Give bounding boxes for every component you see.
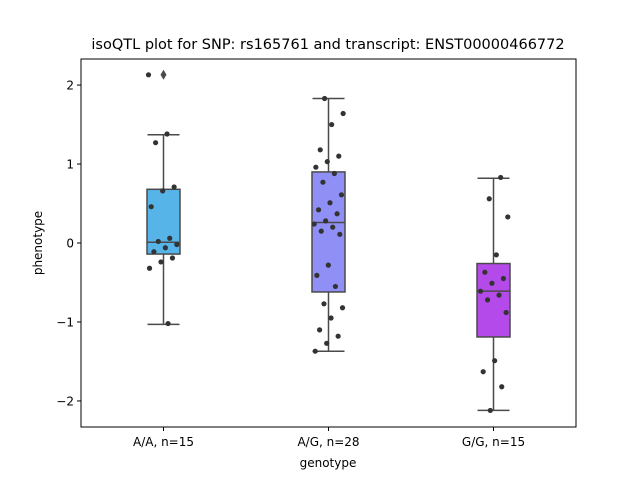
data-point [167,235,173,241]
data-point [160,188,166,194]
data-point [155,238,161,245]
data-point [487,407,493,414]
data-point [337,231,343,237]
data-point [316,327,323,333]
data-point [317,147,323,153]
data-point [498,174,504,181]
data-point [330,224,336,230]
y-tick-label: 0 [66,237,74,251]
data-point [318,228,324,234]
box-series [146,69,511,412]
data-point [148,204,154,210]
data-point [324,340,330,346]
chart-title: isoQTL plot for SNP: rs165761 and transc… [91,37,564,53]
data-point [328,315,334,321]
data-point [171,184,177,190]
data-point [146,265,153,271]
box-2 [311,97,346,352]
data-point [334,211,340,217]
y-tick-label: 1 [66,158,74,172]
box-1 [146,69,181,326]
strip-points [145,72,511,414]
data-point [336,153,342,159]
y-tick-label: −2 [56,394,74,408]
x-axis: A/A, n=15 A/G, n=28 G/G, n=15 [133,427,525,449]
data-point [499,384,505,390]
data-point [313,164,319,170]
data-point [314,272,320,278]
data-point [505,214,511,220]
data-point [500,275,507,282]
data-point [162,245,168,251]
data-point [324,159,330,165]
box-body [476,262,511,338]
data-point [332,283,339,290]
data-point [151,249,157,255]
outlier-marker [160,69,167,80]
data-point [482,269,488,275]
x-tick-label: A/A, n=15 [133,435,194,449]
data-point [145,72,152,78]
data-point [335,333,341,339]
data-point [327,200,333,206]
y-tick-label: 2 [66,79,74,93]
data-point [174,241,180,248]
data-point [323,218,329,224]
data-point [477,288,484,294]
data-point [311,221,317,227]
data-point [165,320,171,327]
x-tick-label: A/G, n=28 [297,435,359,449]
data-point [480,369,486,375]
box-body [146,188,181,255]
data-point [340,110,346,117]
data-point [329,121,335,128]
plot-frame [80,58,577,428]
data-point [164,131,170,137]
data-point [321,301,327,307]
data-point [338,192,345,198]
data-point [169,255,176,261]
data-point [322,95,328,102]
data-point [484,297,491,303]
data-point [503,309,509,316]
data-point [496,292,502,298]
y-axis: −2 −1 0 1 2 [56,79,81,408]
data-point [492,358,498,364]
box-3 [476,177,511,412]
data-point [486,196,492,202]
data-point [489,280,495,286]
data-point [325,262,331,268]
data-point [312,348,318,354]
data-point [320,179,326,185]
data-point [158,259,164,265]
y-tick-label: −1 [56,315,74,329]
data-point [152,140,159,146]
x-axis-label: genotype [300,456,357,470]
data-point [331,170,337,177]
x-tick-label: G/G, n=15 [462,435,525,449]
data-point [339,305,346,311]
data-point [315,207,322,213]
y-axis-label: phenotype [31,211,45,275]
data-point [493,252,499,258]
